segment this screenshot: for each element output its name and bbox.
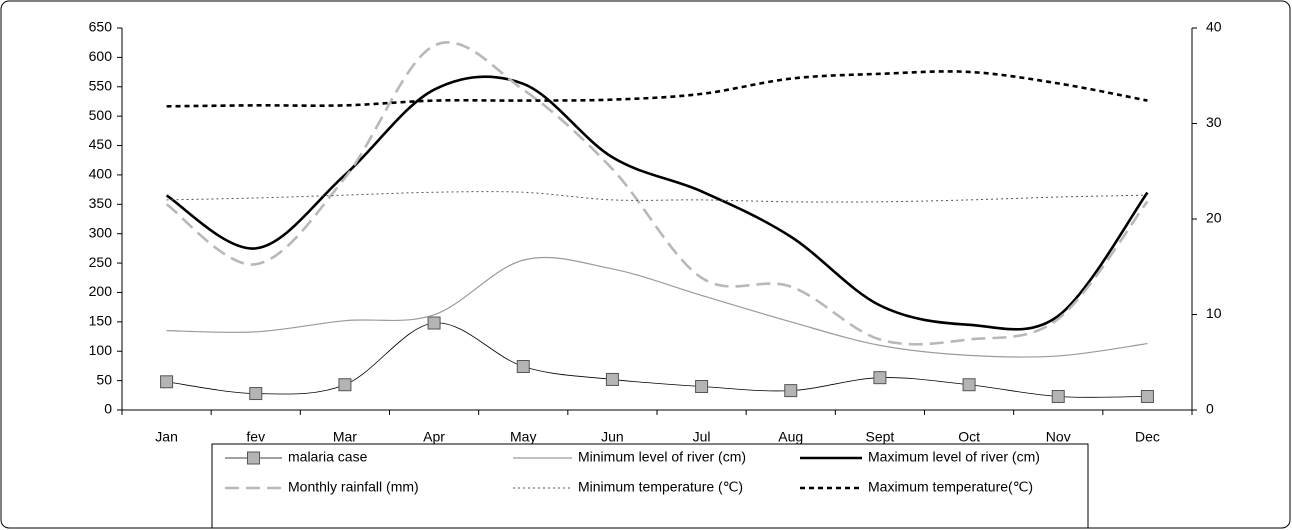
x-tick-label: Dec: [1135, 429, 1160, 445]
legend-label: Maximum level of river (cm): [868, 449, 1040, 465]
legend-label: Monthly rainfall (mm): [288, 479, 419, 495]
x-tick-label: May: [510, 429, 536, 445]
series-marker: [516, 360, 530, 374]
y-tick-label: 200: [89, 283, 113, 299]
y-tick-label: 150: [89, 313, 113, 329]
series-line: [166, 256, 1148, 358]
x-tick-label: Mar: [333, 429, 357, 445]
x-tick-label: Sept: [866, 429, 895, 445]
y2-tick-label: 0: [1206, 401, 1214, 417]
y-tick-label: 100: [89, 342, 113, 358]
series-marker: [695, 379, 709, 393]
x-tick-label: Jul: [693, 429, 711, 445]
legend-label: Minimum level of river (cm): [578, 449, 746, 465]
legend-marker: [247, 451, 260, 465]
series-marker: [160, 375, 174, 389]
y-tick-label: 500: [89, 107, 113, 123]
series-marker: [784, 384, 798, 398]
series-marker: [1140, 389, 1154, 403]
x-tick-label: Nov: [1046, 429, 1071, 445]
y2-tick-label: 30: [1206, 114, 1222, 130]
series-marker: [962, 378, 976, 392]
series-line: [165, 75, 1149, 331]
series-line: [166, 70, 1148, 108]
y-tick-label: 350: [89, 195, 113, 211]
series-marker: [1051, 389, 1065, 403]
x-tick-label: Jun: [601, 429, 624, 445]
y-tick-label: 400: [89, 166, 113, 182]
legend-box: [211, 443, 1089, 529]
y-tick-label: 600: [89, 48, 113, 64]
y-tick-label: 300: [89, 224, 113, 240]
x-tick-label: Oct: [958, 429, 980, 445]
y-tick-label: 450: [89, 136, 113, 152]
series-marker: [338, 378, 352, 392]
legend-label: malaria case: [288, 449, 368, 465]
series-line: [166, 191, 1148, 203]
series-marker: [427, 316, 441, 330]
y2-tick-label: 10: [1206, 305, 1222, 321]
legend-label: Maximum temperature(℃): [868, 479, 1033, 495]
x-tick-label: Aug: [778, 429, 803, 445]
series-marker: [605, 372, 619, 386]
legend-label: Minimum temperature (℃): [578, 479, 743, 495]
y-tick-label: 250: [89, 254, 113, 270]
series-line: [165, 41, 1149, 346]
y2-tick-label: 20: [1206, 210, 1222, 226]
y-tick-label: 650: [89, 19, 113, 35]
series-marker: [249, 387, 263, 401]
x-tick-label: Apr: [423, 429, 445, 445]
y-tick-label: 550: [89, 77, 113, 93]
x-tick-label: Jan: [155, 429, 178, 445]
series-marker: [873, 371, 887, 385]
x-tick-label: fev: [246, 429, 265, 445]
y-tick-label: 0: [104, 401, 112, 417]
y2-tick-label: 40: [1206, 19, 1222, 35]
y-tick-label: 50: [96, 371, 112, 387]
